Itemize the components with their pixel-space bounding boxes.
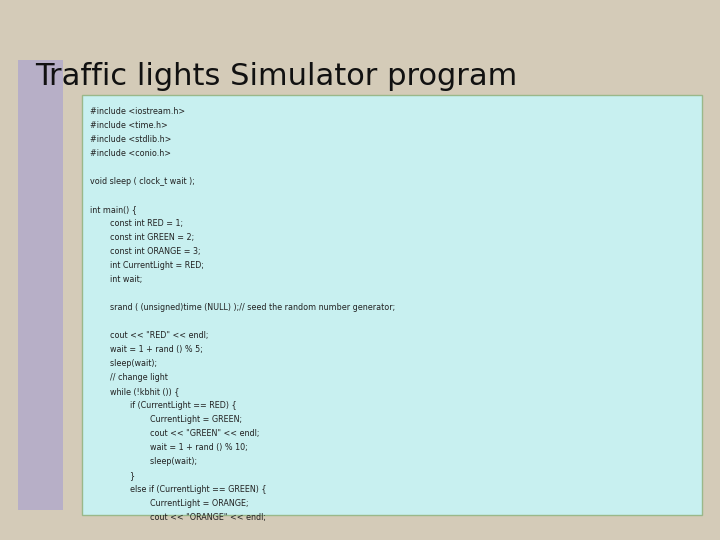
Text: if (CurrentLight == RED) {: if (CurrentLight == RED) { (90, 401, 237, 410)
Text: else if (CurrentLight == GREEN) {: else if (CurrentLight == GREEN) { (90, 485, 266, 494)
Text: srand ( (unsigned)time (NULL) );// seed the random number generator;: srand ( (unsigned)time (NULL) );// seed … (90, 303, 395, 312)
Text: CurrentLight = GREEN;: CurrentLight = GREEN; (90, 415, 242, 424)
Text: #include <stdlib.h>: #include <stdlib.h> (90, 135, 171, 144)
Text: void sleep ( clock_t wait );: void sleep ( clock_t wait ); (90, 177, 195, 186)
Text: Traffic lights Simulator program: Traffic lights Simulator program (35, 62, 517, 91)
Text: while (!kbhit ()) {: while (!kbhit ()) { (90, 387, 179, 396)
Text: }: } (90, 471, 135, 480)
Text: const int GREEN = 2;: const int GREEN = 2; (90, 233, 194, 242)
Text: const int ORANGE = 3;: const int ORANGE = 3; (90, 247, 201, 256)
Text: int wait;: int wait; (90, 275, 143, 284)
FancyBboxPatch shape (18, 60, 63, 510)
FancyBboxPatch shape (82, 95, 702, 515)
Text: wait = 1 + rand () % 5;: wait = 1 + rand () % 5; (90, 345, 203, 354)
Text: sleep(wait);: sleep(wait); (90, 457, 197, 466)
Text: #include <time.h>: #include <time.h> (90, 121, 168, 130)
Text: CurrentLight = ORANGE;: CurrentLight = ORANGE; (90, 499, 248, 508)
Text: cout << "ORANGE" << endl;: cout << "ORANGE" << endl; (90, 513, 266, 522)
Text: int CurrentLight = RED;: int CurrentLight = RED; (90, 261, 204, 270)
Text: cout << "RED" << endl;: cout << "RED" << endl; (90, 331, 209, 340)
Text: sleep(wait);: sleep(wait); (90, 359, 157, 368)
Text: wait = 1 + rand () % 10;: wait = 1 + rand () % 10; (90, 443, 248, 452)
Text: #include <iostream.h>: #include <iostream.h> (90, 107, 185, 116)
Text: #include <conio.h>: #include <conio.h> (90, 149, 171, 158)
Text: // change light: // change light (90, 373, 168, 382)
Text: cout << "GREEN" << endl;: cout << "GREEN" << endl; (90, 429, 259, 438)
Text: int main() {: int main() { (90, 205, 137, 214)
Text: const int RED = 1;: const int RED = 1; (90, 219, 183, 228)
